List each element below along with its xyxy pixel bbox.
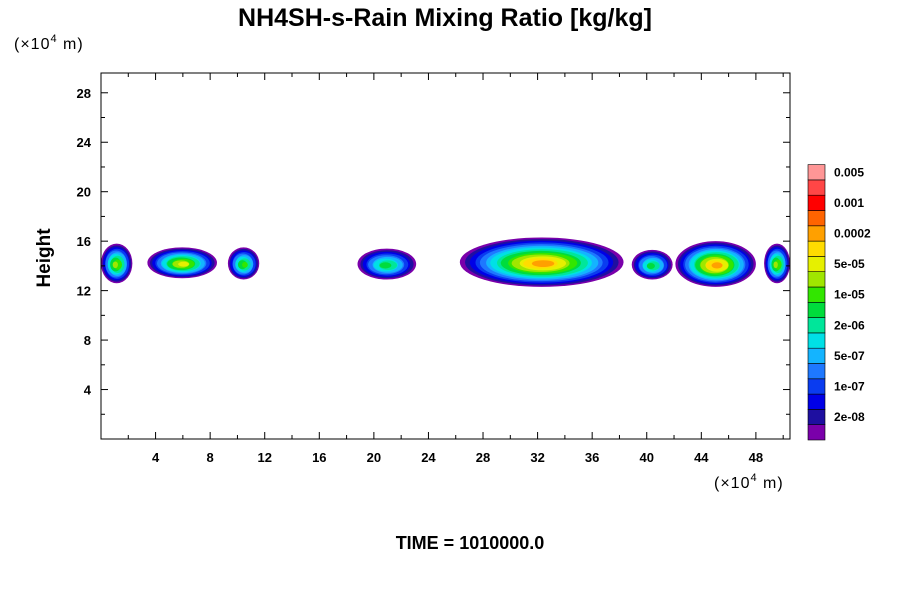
x-tick-label: 20	[367, 450, 381, 465]
contour-blob	[675, 241, 756, 287]
x-tick-label: 32	[530, 450, 544, 465]
contour-level	[112, 261, 118, 269]
contour-level	[773, 261, 778, 269]
colorbar-swatch	[807, 301, 826, 318]
y-tick-label: 28	[77, 86, 91, 101]
y-unit-label: (×104 m)	[14, 33, 84, 53]
contour-level	[242, 261, 248, 268]
y-tick-label: 8	[84, 333, 91, 348]
contour-blob	[764, 243, 790, 284]
colorbar-swatch	[807, 409, 826, 425]
colorbar: 2e-08 1e-07 5e-07 2e-06 1e-05 5e-05 0.0002 0.00…	[807, 164, 871, 441]
colorbar-label: 5e-07	[834, 349, 865, 363]
colorbar-swatch	[807, 210, 826, 227]
contour-blob	[357, 248, 417, 280]
contour-blob	[101, 243, 133, 284]
colorbar-label: 0.001	[834, 196, 864, 210]
x-tick-label: 4	[152, 450, 160, 465]
colorbar-label: 2e-08	[834, 410, 865, 424]
colorbar-label: 0.005	[834, 165, 864, 179]
x-tick-label: 8	[207, 450, 214, 465]
colorbar-swatch	[807, 363, 826, 380]
colorbar-label: 1e-05	[834, 288, 865, 302]
x-tick-label: 48	[749, 450, 763, 465]
y-axis-label: Height	[34, 228, 55, 288]
colorbar-swatch	[807, 179, 826, 196]
y-tick-label: 20	[77, 185, 91, 200]
colorbar-swatch	[807, 194, 826, 211]
colorbar-swatch	[807, 393, 826, 410]
x-tick-label: 28	[476, 450, 490, 465]
colorbar-swatch	[807, 271, 826, 288]
colorbar-swatch	[807, 164, 826, 181]
x-tick-label: 24	[421, 450, 436, 465]
colorbar-swatch	[807, 378, 826, 395]
contour-blob	[631, 249, 673, 280]
contour-level	[178, 261, 189, 267]
x-unit-label: (×104 m)	[714, 472, 784, 492]
contour-blob	[459, 237, 624, 287]
colorbar-label: 1e-07	[834, 379, 865, 393]
contour-level	[711, 262, 723, 269]
colorbar-swatch	[807, 424, 826, 441]
y-tick-label: 4	[84, 383, 92, 398]
x-tick-label: 36	[585, 450, 599, 465]
y-tick-label: 12	[77, 284, 91, 299]
colorbar-swatch	[807, 240, 826, 257]
colorbar-label: 5e-05	[834, 257, 865, 271]
chart-title: NH4SH-s-Rain Mixing Ratio [kg/kg]	[238, 4, 652, 32]
colorbar-swatch	[807, 317, 826, 334]
contour-level	[531, 260, 555, 267]
x-tick-label: 16	[312, 450, 326, 465]
x-tick-label: 40	[640, 450, 654, 465]
colorbar-label: 2e-06	[834, 318, 865, 332]
y-tick-label: 24	[77, 135, 92, 150]
plot-frame	[100, 72, 791, 440]
contour-level	[646, 263, 655, 269]
contour-blob	[147, 247, 217, 279]
x-tick-label: 44	[694, 450, 709, 465]
contour-level	[379, 262, 392, 269]
colorbar-swatch	[807, 256, 826, 272]
y-tick-label: 16	[77, 234, 91, 249]
time-label: TIME = 1010000.0	[396, 533, 545, 553]
colorbar-swatch	[807, 225, 826, 242]
colorbar-swatch	[807, 286, 826, 303]
colorbar-swatch	[807, 332, 826, 349]
x-tick-label: 12	[257, 450, 271, 465]
colorbar-label: 0.0002	[834, 226, 871, 240]
colorbar-swatch	[807, 347, 826, 364]
contour-fill-layer	[101, 237, 790, 287]
contour-blob	[227, 247, 260, 280]
